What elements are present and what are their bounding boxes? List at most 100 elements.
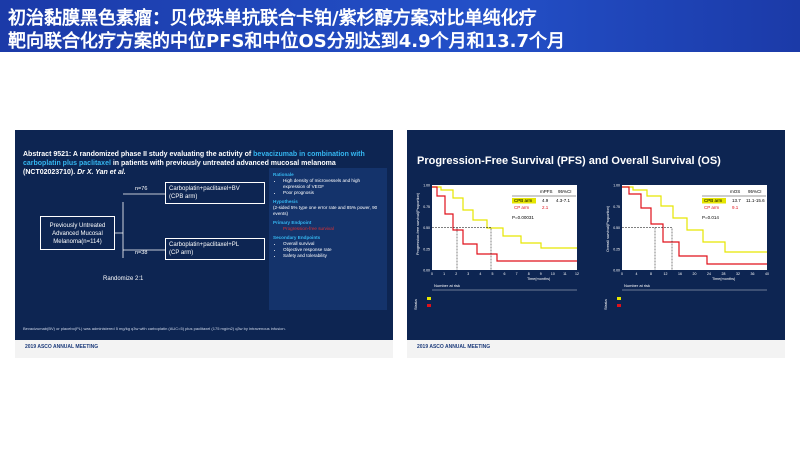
- x-label: Time(months): [527, 277, 551, 281]
- x-tick-label: 36: [751, 272, 755, 276]
- table-head: 95%CI: [748, 189, 762, 194]
- y-tick-label: 1.00: [613, 184, 620, 188]
- x-tick-label: 16: [678, 272, 682, 276]
- secondary-list: Overall survivalObjective response rateS…: [273, 241, 383, 259]
- table-cell: 4.9: [542, 198, 549, 203]
- table-cell: CP arm: [704, 205, 719, 210]
- x-tick-label: 0: [431, 272, 433, 276]
- x-tick-label: 8: [528, 272, 530, 276]
- abstract-lead: Abstract 9521: A randomized phase II stu…: [23, 151, 254, 158]
- km-curve: [432, 186, 577, 249]
- author: Dr X. Yan et al.: [77, 169, 126, 176]
- abstract: Abstract 9521: A randomized phase II stu…: [23, 150, 373, 177]
- left-slide: Abstract 9521: A randomized phase II stu…: [15, 130, 393, 340]
- arm-label: Carboplatin+paclitaxel+BV: [169, 186, 240, 192]
- x-tick-label: 40: [765, 272, 769, 276]
- x-tick-label: 10: [551, 272, 555, 276]
- y-tick-label: 0.00: [423, 269, 430, 273]
- item: Overall survival: [283, 241, 383, 247]
- arm-sub: (CPB arm): [169, 194, 198, 200]
- x-tick-label: 2: [455, 272, 457, 276]
- y-label: Progression-free survival(Proportion): [416, 192, 420, 255]
- x-tick-label: 32: [736, 272, 740, 276]
- table-head: 95%CI: [558, 189, 572, 194]
- x-tick-label: 3: [467, 272, 469, 276]
- p-value: P=0.00031: [512, 215, 534, 220]
- km-curve: [432, 186, 577, 262]
- y-tick-label: 0.50: [423, 226, 430, 230]
- y-tick-label: 0.50: [613, 226, 620, 230]
- item: High density of microvessels and high ex…: [283, 178, 383, 190]
- hypothesis-text: (2-sided 5% type one error rate and 85% …: [273, 205, 378, 216]
- arm-box: Carboplatin+paclitaxel+PL (CP arm): [165, 238, 265, 260]
- table-cell: CPB arm: [514, 198, 533, 203]
- panel-heading: Hypothesis: [273, 199, 298, 204]
- footnote: Bevacizumab(BV) or placebo(PL) was admin…: [23, 326, 286, 331]
- strata-key: [617, 304, 621, 307]
- panel-heading: Rationale: [273, 172, 294, 177]
- x-tick-label: 4: [479, 272, 481, 276]
- table-cell: CP arm: [514, 205, 529, 210]
- table-cell: 11.1-15.6: [746, 198, 765, 203]
- primary-text: Progression-free survival: [283, 226, 334, 231]
- x-tick-label: 6: [504, 272, 506, 276]
- x-tick-label: 8: [650, 272, 652, 276]
- x-tick-label: 4: [636, 272, 638, 276]
- y-tick-label: 0.25: [613, 247, 620, 251]
- risk-title: Number at risk: [624, 283, 650, 288]
- median-line: [622, 227, 673, 270]
- x-tick-label: 24: [707, 272, 711, 276]
- x-tick-label: 20: [693, 272, 697, 276]
- p-value: P=0.014: [702, 215, 719, 220]
- x-tick-label: 1: [443, 272, 445, 276]
- strata: Strata: [413, 299, 418, 310]
- arm-n: n=38: [135, 250, 148, 256]
- survival-charts: Progression-Free Survival (PFS) and Over…: [413, 155, 769, 310]
- strata-key: [617, 297, 621, 300]
- table-cell: CPB arm: [704, 198, 723, 203]
- arm-box: Carboplatin+paclitaxel+BV (CPB arm): [165, 182, 265, 204]
- abstract-tail: in patients with previously untreated ad…: [23, 160, 336, 176]
- slide-footer: 2019 ASCO ANNUAL MEETING: [15, 340, 393, 358]
- item: Safety and tolerability: [283, 253, 383, 259]
- x-label: Time(months): [712, 277, 736, 281]
- x-tick-label: 28: [722, 272, 726, 276]
- slide-title: Progression-Free Survival (PFS) and Over…: [417, 155, 721, 167]
- x-tick-label: 5: [491, 272, 493, 276]
- table-head: mOS: [730, 189, 740, 194]
- population-box: Previously Untreated Advanced Mucosal Me…: [40, 216, 115, 250]
- x-tick-label: 12: [575, 272, 579, 276]
- arm-n: n=76: [135, 186, 148, 192]
- strata: Strata: [603, 299, 608, 310]
- y-tick-label: 0.75: [423, 205, 430, 209]
- table-cell: 13.7: [732, 198, 741, 203]
- right-slide: Progression-Free Survival (PFS) and Over…: [407, 130, 785, 340]
- strata-key: [427, 297, 431, 300]
- table-cell: 2.1: [542, 205, 549, 210]
- title-line: 靶向联合化疗方案的中位PFS和中位OS分别达到4.9个月和13.7个月: [8, 31, 566, 52]
- x-tick-label: 9: [540, 272, 542, 276]
- km-curve: [622, 186, 767, 253]
- item: Poor prognosis: [283, 190, 383, 196]
- x-tick-label: 12: [664, 272, 668, 276]
- legend-key: [512, 198, 536, 204]
- item: Objective response rate: [283, 247, 383, 253]
- slide-footer: 2019 ASCO ANNUAL MEETING: [407, 340, 785, 358]
- design-lines: [115, 193, 165, 258]
- table-cell: 4.3-7.1: [556, 198, 571, 203]
- risk-title: Number at risk: [434, 283, 460, 288]
- abstract-highlight: bevacizumab in combination with carbopla…: [23, 151, 365, 167]
- legend-key: [702, 198, 726, 204]
- x-tick-label: 0: [621, 272, 623, 276]
- y-tick-label: 1.00: [423, 184, 430, 188]
- header: 初治黏膜黑色素瘤：贝伐珠单抗联合卡铂/紫杉醇方案对比单纯化疗 靶向联合化疗方案的…: [0, 0, 800, 52]
- km-curve: [622, 186, 767, 265]
- y-tick-label: 0.00: [613, 269, 620, 273]
- arm-label: Carboplatin+paclitaxel+PL: [169, 242, 240, 248]
- title-line: 初治黏膜黑色素瘤：贝伐珠单抗联合卡铂/紫杉醇方案对比单纯化疗: [8, 8, 537, 29]
- y-label: Overall survival(Proportion): [606, 205, 610, 252]
- panel-heading: Secondary Endpoints: [273, 235, 321, 240]
- x-tick-label: 7: [516, 272, 518, 276]
- randomize: Randomize 2:1: [103, 276, 144, 282]
